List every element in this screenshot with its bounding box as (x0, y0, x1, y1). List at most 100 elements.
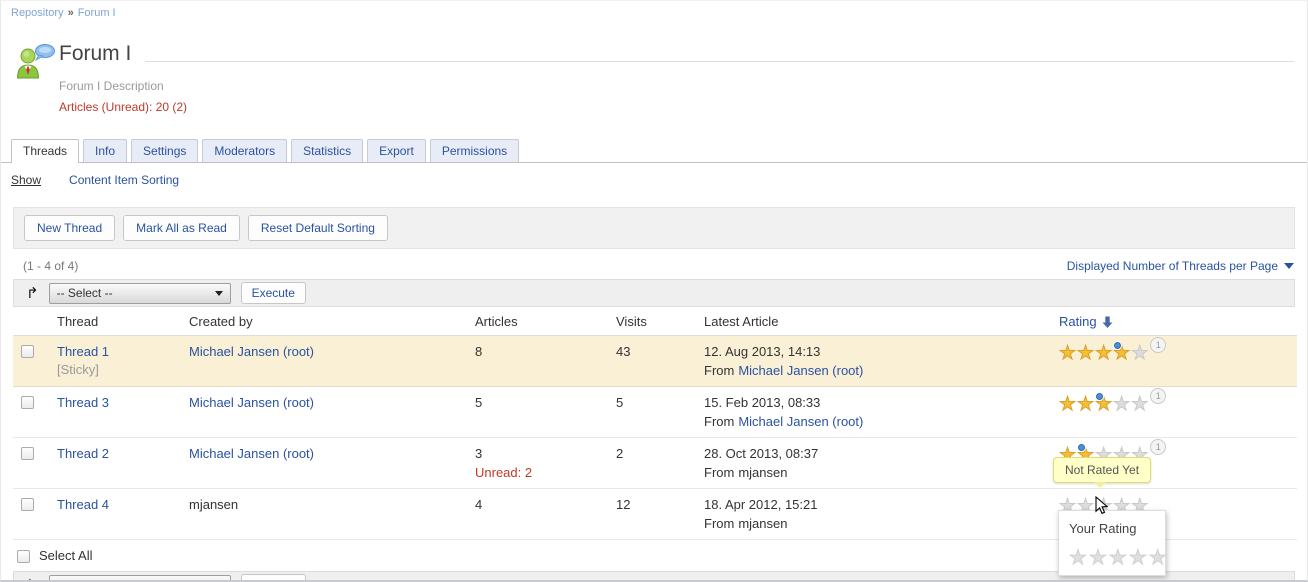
select-all-row: Select All (13, 540, 1295, 571)
subnav-content-item-sorting-link[interactable]: Content Item Sorting (69, 173, 180, 187)
execute-button-bottom[interactable]: Execute (240, 574, 306, 580)
column-header-thread: Thread (49, 307, 181, 336)
from-label: From (704, 465, 735, 480)
column-header-articles: Articles (467, 307, 608, 336)
tab-statistics[interactable]: Statistics (291, 139, 364, 162)
column-header-latest-article: Latest Article (696, 307, 1051, 336)
created-by-link[interactable]: Michael Jansen (root) (189, 446, 314, 461)
tab-bar: Threads Info Settings Moderators Statist… (1, 139, 1307, 163)
latest-article-author-link[interactable]: Michael Jansen (root) (738, 363, 864, 378)
row-checkbox[interactable] (21, 498, 34, 511)
visits-count: 43 (608, 335, 696, 387)
rating-header-label: Rating (1059, 314, 1097, 329)
chevron-down-icon (1284, 263, 1294, 269)
latest-article-author: mjansen (738, 516, 788, 531)
breadcrumb-separator: » (67, 7, 74, 19)
forum-header: Forum I Forum I Description Articles (Un… (15, 41, 1294, 114)
subnav: Show Content Item Sorting (1, 163, 1307, 187)
threads-per-page-label: Displayed Number of Threads per Page (1066, 259, 1278, 273)
select-caret-icon (214, 290, 223, 296)
table-row: Thread 3 Michael Jansen (root) 5 5 15. F… (13, 386, 1297, 438)
header-checkbox-spacer (13, 307, 49, 336)
rating-stars[interactable]: ★★★★★ 1 (1058, 337, 1167, 363)
visits-count: 2 (608, 437, 696, 489)
execute-button-top[interactable]: Execute (240, 282, 306, 304)
latest-article-author: mjansen (738, 465, 788, 480)
latest-article-date: 15. Feb 2013, 08:33 (704, 395, 821, 410)
tab-permissions[interactable]: Permissions (429, 139, 520, 162)
forum-user-icon (15, 43, 59, 84)
created-by-link[interactable]: Michael Jansen (root) (189, 395, 314, 410)
latest-article-date: 28. Oct 2013, 08:37 (704, 446, 819, 461)
rating-count-badge: 1 (1150, 439, 1167, 455)
apply-up-arrow-icon: ↱ (26, 283, 39, 302)
threads-table: Thread Created by Articles Visits Latest… (13, 307, 1297, 576)
subnav-show-link[interactable]: Show (11, 173, 42, 187)
bulk-action-bar-bottom: ↳ -- Select -- Execute (13, 571, 1295, 580)
not-rated-tooltip-text: Not Rated Yet (1065, 463, 1140, 477)
from-label: From (704, 363, 735, 378)
thread-link[interactable]: Thread 2 (57, 446, 110, 461)
mark-all-as-read-button[interactable]: Mark All as Read (123, 215, 240, 241)
row-checkbox[interactable] (21, 447, 34, 460)
created-by-link[interactable]: Michael Jansen (root) (189, 344, 314, 359)
table-row: Thread 1 [Sticky] Michael Jansen (root) … (13, 335, 1297, 387)
apply-down-arrow-icon: ↳ (26, 577, 39, 580)
page-title: Forum I (59, 42, 132, 65)
from-label: From (704, 516, 735, 531)
thread-link[interactable]: Thread 4 (57, 497, 110, 512)
latest-article-date: 12. Aug 2013, 14:13 (704, 344, 821, 359)
from-label: From (704, 414, 735, 429)
breadcrumb-repository-link[interactable]: Repository (11, 7, 64, 19)
pagination-row-top: (1 - 4 of 4) Displayed Number of Threads… (23, 259, 1294, 273)
tab-moderators[interactable]: Moderators (202, 139, 288, 162)
visits-count: 12 (608, 488, 696, 540)
select-all-checkbox[interactable] (17, 549, 30, 563)
latest-article-date: 18. Apr 2012, 15:21 (704, 497, 818, 512)
thread-toolbar: New Thread Mark All as Read Reset Defaul… (13, 207, 1295, 249)
sort-descending-icon (1102, 316, 1113, 328)
title-divider (145, 61, 1294, 62)
bulk-action-select-bottom[interactable]: -- Select -- (48, 574, 231, 580)
rating-stars[interactable]: ★★★★★ 1 (1058, 388, 1167, 414)
forum-description: Forum I Description (59, 79, 164, 93)
column-header-rating-sort[interactable]: Rating (1059, 314, 1113, 329)
table-row: Thread 4 mjansen 4 12 18. Apr 2012, 15:2… (13, 488, 1297, 576)
breadcrumb-current-link[interactable]: Forum I (77, 7, 116, 19)
articles-count: 4 (467, 488, 608, 540)
thread-link[interactable]: Thread 3 (57, 395, 110, 410)
articles-unread-count: Articles (Unread): 20 (2) (59, 100, 188, 114)
tooltip-caret (1094, 482, 1106, 488)
tab-threads[interactable]: Threads (11, 139, 80, 163)
new-thread-button[interactable]: New Thread (24, 215, 116, 241)
thread-link[interactable]: Thread 1 (57, 344, 110, 359)
sticky-label: [Sticky] (57, 362, 99, 377)
tab-export[interactable]: Export (367, 139, 426, 162)
your-rating-title: Your Rating (1069, 521, 1137, 536)
reset-default-sorting-button[interactable]: Reset Default Sorting (247, 215, 388, 241)
latest-article-author-link[interactable]: Michael Jansen (root) (738, 414, 864, 429)
your-rating-stars[interactable]: ★ ★ ★ ★ ★ (1069, 545, 1168, 569)
created-by-text: mjansen (189, 497, 239, 512)
tab-settings[interactable]: Settings (131, 139, 199, 162)
breadcrumb: Repository» Forum I (1, 1, 1307, 19)
rating-count-badge: 1 (1150, 388, 1167, 404)
rating-count-badge: 1 (1150, 337, 1167, 353)
bulk-action-select-top[interactable]: -- Select -- (48, 282, 231, 304)
table-row: Thread 2 Michael Jansen (root) 3 Unread:… (13, 437, 1297, 489)
threads-per-page-link[interactable]: Displayed Number of Threads per Page (1067, 259, 1294, 273)
bulk-action-select-value: -- Select -- (57, 578, 113, 580)
tab-info[interactable]: Info (83, 139, 128, 162)
articles-count: 5 (467, 386, 608, 438)
column-header-created-by: Created by (181, 307, 467, 336)
unread-count: Unread: 2 (475, 465, 533, 480)
your-rating-popup: Your Rating ★ ★ ★ ★ ★ (1058, 510, 1168, 576)
visits-count: 5 (608, 386, 696, 438)
select-all-label: Select All (39, 548, 93, 563)
table-header-row: Thread Created by Articles Visits Latest… (13, 307, 1297, 336)
row-checkbox[interactable] (21, 396, 34, 409)
row-checkbox[interactable] (21, 345, 34, 358)
bulk-action-bar-top: ↱ -- Select -- Execute (13, 279, 1295, 307)
articles-count: 3 (475, 446, 483, 461)
